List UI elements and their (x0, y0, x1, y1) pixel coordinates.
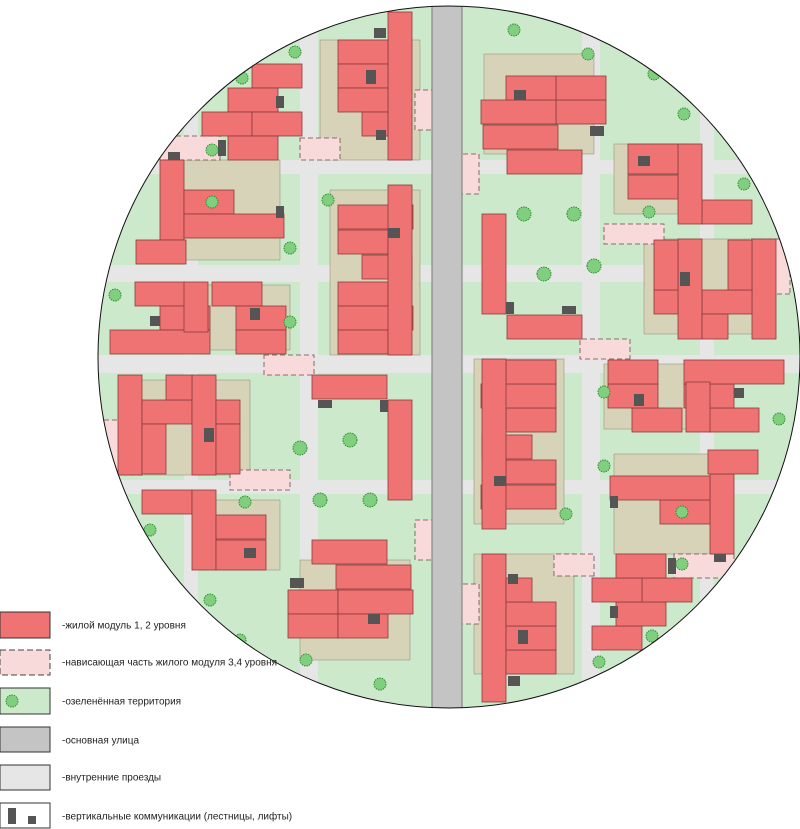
legend-swatch (0, 649, 51, 676)
legend-swatch (0, 726, 51, 753)
legend-tree (5, 694, 19, 708)
plan-contents (98, 6, 800, 708)
legend: -жилой модуль 1, 2 уровня -нависающая ча… (0, 611, 292, 829)
legend-label: -жилой модуль 1, 2 уровня (62, 621, 186, 632)
legend-stair (8, 808, 16, 824)
legend-swatch (0, 611, 51, 639)
legend-label: -основная улица (62, 736, 139, 747)
site-boundary (97, 5, 800, 709)
legend-label: -вертикальные коммуникации (лестницы, ли… (62, 811, 292, 823)
legend-label: -внутренние проезды (62, 773, 161, 784)
legend-label: -нависающая часть жилого модуля 3,4 уров… (62, 658, 277, 669)
legend-label: -озеленённая территория (62, 697, 181, 708)
main-street (431, 6, 463, 708)
legend-lift (28, 816, 36, 824)
legend-swatch (0, 764, 51, 791)
legend-swatch (0, 802, 51, 829)
